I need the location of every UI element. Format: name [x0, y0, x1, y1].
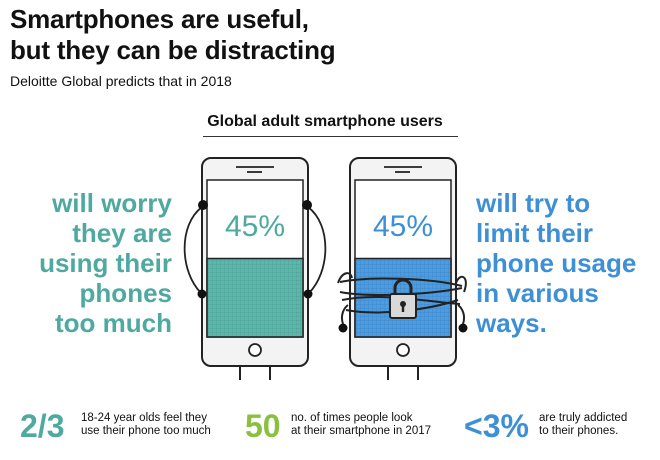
stat-description: are truly addicted to their phones.	[539, 412, 627, 438]
section-divider	[203, 136, 458, 137]
stat-description: 18-24 year olds feel they use their phon…	[81, 412, 211, 438]
right-claim-line: limit their	[476, 218, 594, 248]
right-claim-line: phone usage	[476, 248, 637, 278]
left-percent: 45%	[225, 210, 285, 243]
title-line-2: but they can be distracting	[10, 35, 336, 65]
left-claim-line: too much	[55, 308, 172, 338]
right-claim-line: will try to	[476, 188, 591, 218]
left-claim-text: will worry they are using their phones t…	[39, 188, 172, 338]
right-claim-text: will try to limit their phone usage in v…	[476, 188, 636, 338]
left-claim-line: will worry	[52, 188, 172, 218]
title-line-1: Smartphones are useful,	[10, 4, 309, 34]
stat-line: to their phones.	[539, 425, 619, 437]
stat-line: are truly addicted	[539, 412, 628, 424]
right-claim-line: in various	[476, 278, 599, 308]
stat-value: 50	[245, 408, 281, 444]
padlock-icon	[389, 278, 417, 319]
stat-line: 18-24 year olds feel they	[81, 412, 207, 424]
page-title: Smartphones are useful, but they can be …	[10, 4, 430, 66]
stat-block-1: 2/3 18-24 year olds feel they use their …	[20, 408, 240, 448]
stat-value: <3%	[464, 408, 529, 444]
left-claim-line: using their	[39, 248, 172, 278]
stat-line: use their phone too much	[81, 425, 211, 437]
left-phone-fill	[206, 257, 304, 338]
stat-line: at their smartphone in 2017	[291, 425, 432, 437]
stat-block-3: <3% are truly addicted to their phones.	[464, 408, 654, 448]
right-claim-line: ways.	[476, 308, 547, 338]
left-claim-line: they are	[72, 218, 172, 248]
stat-value: 2/3	[20, 408, 65, 444]
stat-description: no. of times people look at their smartp…	[291, 412, 431, 438]
right-phone-icon: 45%	[337, 157, 468, 380]
left-claim-line: phones	[79, 278, 172, 308]
stat-block-2: 50 no. of times people look at their sma…	[245, 408, 465, 448]
section-title: Global adult smartphone users	[207, 113, 443, 130]
earbuds-icon	[183, 200, 327, 299]
left-phone-icon: 45%	[183, 157, 327, 380]
subtitle: Deloitte Global predicts that in 2018	[10, 73, 232, 89]
stat-line: no. of times people look	[291, 412, 413, 424]
right-percent: 45%	[373, 210, 433, 243]
